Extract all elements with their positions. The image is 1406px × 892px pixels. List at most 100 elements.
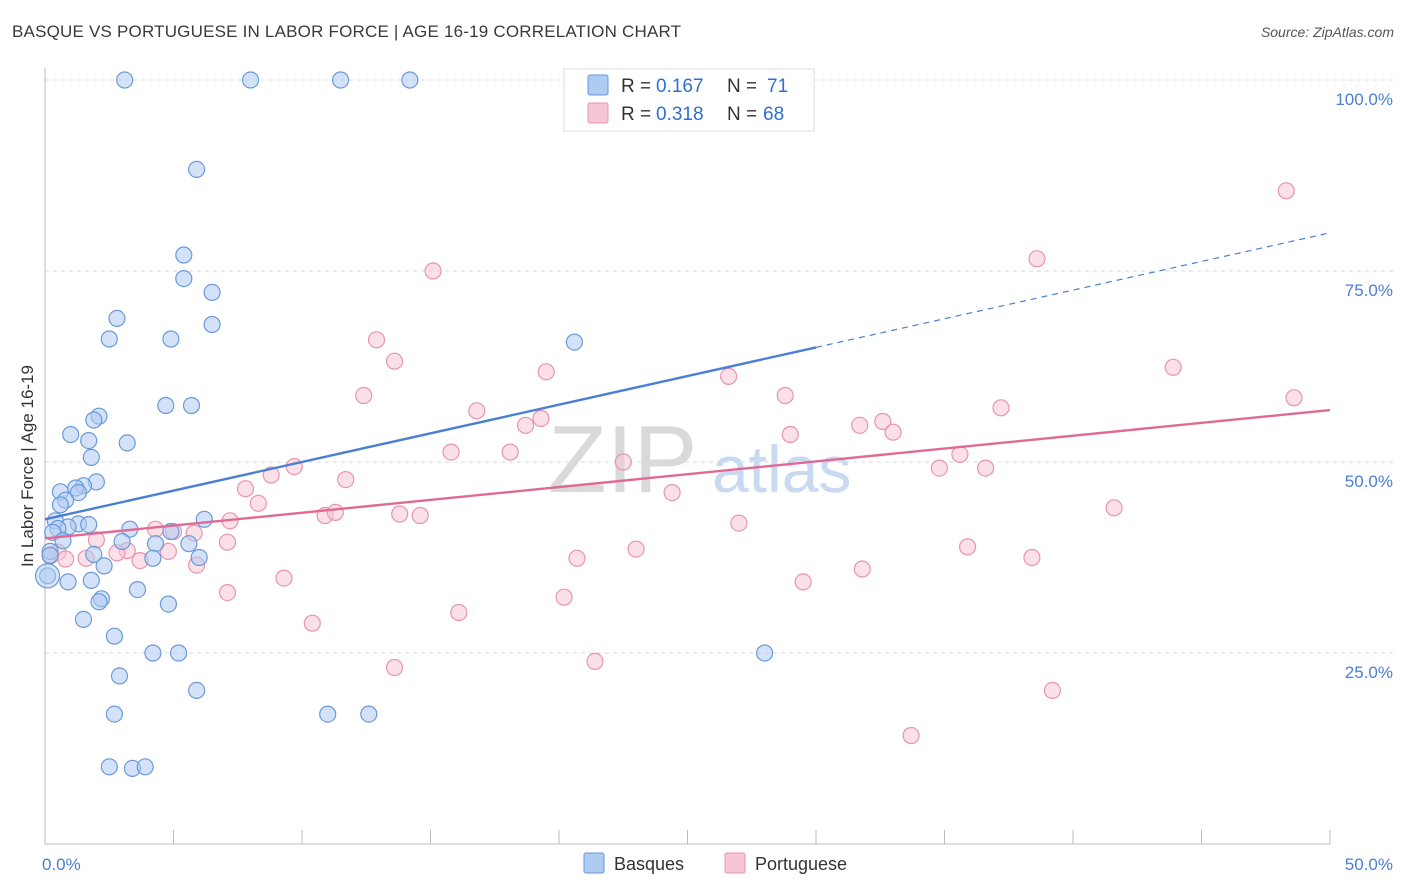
portuguese-point (56, 550, 75, 568)
portuguese-point (1105, 499, 1123, 517)
portuguese-point (516, 416, 535, 434)
portuguese-point (424, 262, 442, 280)
portuguese-point (159, 542, 177, 561)
basques-point (62, 425, 80, 444)
basques-point (80, 432, 98, 450)
portuguese-point (614, 453, 632, 471)
portuguese-point (303, 614, 321, 632)
basques-point (90, 593, 108, 611)
basques-point (82, 448, 100, 466)
portuguese-point (730, 514, 748, 532)
bottom-legend-label-basques: Basques (614, 854, 684, 874)
basques-point (110, 667, 129, 685)
portuguese-point (776, 386, 794, 405)
portuguese-point (218, 533, 237, 551)
portuguese-point (236, 480, 255, 498)
basques-point (69, 484, 88, 502)
series-legend: Basques Portuguese (583, 852, 847, 874)
basques-point (82, 571, 100, 590)
legend-r-value-basques: 0.167 (656, 76, 704, 97)
basques-point (203, 315, 221, 334)
stats-legend: R = 0.167 N = 71 R = 0.318 N = 68 (563, 68, 815, 132)
basques-point (175, 270, 193, 288)
grid-lines (45, 79, 1395, 654)
x-tick-label: 50.0% (1345, 855, 1393, 874)
basques-point (332, 71, 350, 89)
portuguese-point (992, 399, 1010, 417)
source-label: Source: ZipAtlas.com (1260, 24, 1394, 40)
legend-r-label: R = (621, 104, 651, 125)
legend-swatch-basques (587, 74, 609, 96)
legend-n-value-portuguese: 68 (763, 104, 784, 125)
basques-point (190, 548, 208, 567)
portuguese-point (874, 412, 892, 431)
basques-point (188, 160, 206, 178)
basques-point (51, 496, 70, 514)
bottom-legend-swatch-portuguese (724, 852, 746, 874)
basques-point (34, 563, 61, 589)
basques-point (85, 545, 103, 564)
portuguese-point (568, 549, 586, 567)
portuguese-trend-line (44, 408, 1331, 540)
portuguese-point (218, 583, 237, 602)
basques-point (162, 330, 180, 348)
portuguese-point (951, 445, 969, 463)
portuguese-point (586, 652, 604, 671)
portuguese-point (1023, 548, 1041, 567)
legend-n-value-basques: 71 (767, 76, 788, 97)
basques-point (59, 573, 77, 591)
portuguese-point (501, 443, 519, 461)
basques-points (34, 71, 774, 778)
y-tick-label: 50.0% (1345, 472, 1393, 491)
portuguese-point (794, 573, 812, 591)
y-tick-label: 100.0% (1335, 90, 1393, 109)
basques-point (755, 644, 774, 662)
basques-point (242, 71, 260, 89)
basques-point (118, 434, 136, 452)
basques-point (175, 246, 193, 264)
trend-lines (44, 232, 1331, 540)
basques-point (319, 705, 337, 723)
portuguese-point (262, 466, 280, 484)
portuguese-point (976, 459, 995, 477)
portuguese-point (884, 423, 902, 441)
basques-point (162, 522, 180, 541)
legend-n-label: N = (727, 76, 757, 97)
portuguese-point (537, 363, 555, 381)
portuguese-point (385, 658, 404, 677)
basques-point (136, 758, 154, 776)
axes (44, 68, 1331, 845)
basques-point (100, 330, 118, 348)
basques-point (157, 396, 175, 415)
portuguese-point (468, 402, 486, 420)
basques-point (100, 758, 118, 776)
portuguese-point (555, 588, 573, 606)
portuguese-point (781, 425, 799, 444)
portuguese-point (275, 569, 293, 587)
portuguese-point (450, 603, 468, 622)
portuguese-point (285, 458, 303, 476)
basques-point (113, 532, 131, 551)
portuguese-point (1028, 250, 1046, 268)
portuguese-point (391, 505, 409, 523)
bottom-legend-label-portuguese: Portuguese (755, 854, 847, 874)
portuguese-point (326, 503, 344, 522)
basques-point (85, 411, 103, 429)
bottom-legend-swatch-basques (583, 852, 605, 874)
basques-point (146, 535, 165, 553)
portuguese-point (1277, 182, 1295, 200)
basques-point (188, 681, 206, 700)
basques-point (182, 396, 201, 415)
basques-point (195, 510, 213, 528)
portuguese-point (627, 540, 645, 558)
watermark: ZIP atlas (548, 406, 851, 513)
portuguese-point (902, 726, 920, 745)
basques-point (144, 644, 162, 662)
basques-point (170, 644, 188, 662)
y-axis-title: In Labor Force | Age 16-19 (18, 365, 37, 567)
portuguese-point (532, 409, 550, 428)
basques-point (80, 515, 98, 534)
basques-point (128, 580, 147, 599)
portuguese-point (930, 459, 949, 477)
